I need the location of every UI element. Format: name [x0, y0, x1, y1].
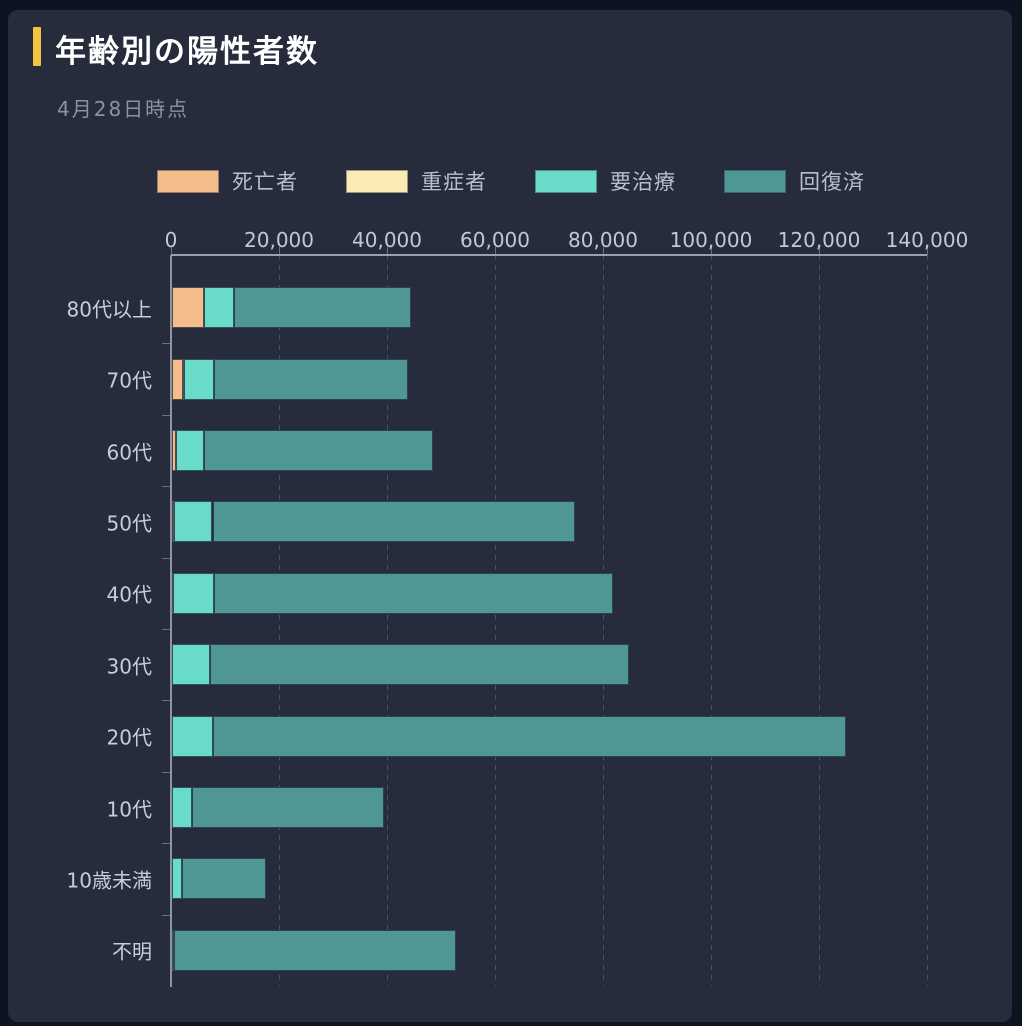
x-tick-label-80000: 80,000: [568, 228, 638, 252]
bar-segment-recovered-5: [209, 644, 629, 686]
bar-segment-recovered-1: [213, 358, 408, 400]
bar-segment-recovered-6: [213, 715, 847, 757]
legend-label-deaths: 死亡者: [232, 170, 298, 194]
x-axis-line: [171, 254, 927, 256]
chart-title: 年齢別の陽性者数: [55, 34, 319, 70]
gridline-120000: [819, 255, 820, 986]
legend-item-recovered: 回復済: [724, 166, 865, 196]
x-axis-tick-20000: [279, 247, 280, 255]
legend-item-treatment: 要治療: [535, 166, 676, 196]
legend-item-deaths: 死亡者: [157, 166, 298, 196]
gridline-100000: [711, 255, 712, 986]
title-accent-bar: [33, 27, 41, 66]
bar-segment-treatment-9: [172, 929, 175, 971]
x-axis-tick-120000: [819, 247, 820, 255]
x-tick-label-140000: 140,000: [885, 228, 969, 252]
category-label-2: 60代: [106, 440, 152, 464]
legend: 死亡者 重症者 要治療 回復済: [0, 166, 1022, 196]
category-label-4: 40代: [106, 582, 152, 607]
bar-segment-treatment-8: [172, 858, 182, 900]
legend-label-treatment: 要治療: [610, 170, 676, 194]
y-axis-tick-1: [162, 343, 170, 345]
gridline-20000: [279, 255, 280, 986]
bar-segment-treatment-6: [172, 715, 214, 757]
legend-label-severe: 重症者: [421, 170, 487, 194]
x-axis-tick-0: [171, 247, 172, 255]
bar-segment-recovered-7: [192, 787, 384, 828]
legend-swatch-severe: [346, 169, 408, 193]
y-axis-tick-9: [162, 914, 170, 916]
y-axis-tick-5: [162, 629, 170, 630]
gridline-140000: [927, 255, 928, 986]
bar-segment-deaths-2: [172, 430, 176, 471]
x-axis-tick-60000: [495, 247, 496, 255]
y-axis-tick-6: [162, 700, 170, 702]
chart-subtitle: 4月28日時点: [57, 97, 190, 121]
bar-segment-severe-3: [173, 501, 174, 543]
legend-item-severe: 重症者: [346, 166, 487, 196]
bar-segment-recovered-0: [234, 287, 412, 329]
legend-swatch-recovered: [724, 169, 786, 193]
x-axis-tick-100000: [711, 247, 712, 255]
x-axis-tick-80000: [603, 247, 604, 255]
bar-segment-treatment-5: [172, 644, 210, 686]
bar-segment-recovered-3: [212, 501, 575, 543]
x-tick-label-100000: 100,000: [669, 228, 753, 252]
bar-segment-recovered-4: [213, 572, 614, 614]
x-axis-tick-140000: [927, 247, 928, 255]
x-tick-label-120000: 120,000: [777, 228, 861, 252]
x-tick-label-20000: 20,000: [244, 228, 314, 252]
legend-label-recovered: 回復済: [799, 170, 865, 194]
category-label-0: 80代以上: [66, 297, 152, 322]
bar-segment-treatment-4: [172, 572, 214, 614]
bar-segment-recovered-9: [174, 929, 457, 971]
bar-segment-severe-1: [183, 358, 185, 400]
gridline-80000: [603, 255, 604, 986]
legend-swatch-treatment: [535, 169, 597, 193]
category-label-3: 50代: [106, 511, 152, 536]
category-label-8: 10歳未満: [66, 868, 152, 893]
gridline-60000: [495, 255, 496, 986]
bar-segment-deaths-0: [172, 287, 204, 329]
x-tick-label-60000: 60,000: [460, 228, 530, 252]
gridline-40000: [387, 255, 388, 986]
bar-segment-deaths-3: [172, 501, 174, 543]
bar-segment-recovered-8: [182, 858, 266, 900]
bar-segment-severe-0: [203, 287, 205, 329]
category-label-7: 10代: [106, 797, 152, 821]
y-axis-line: [170, 255, 172, 987]
y-axis-tick-7: [162, 771, 170, 773]
x-tick-label-0: 0: [164, 228, 178, 252]
y-axis-tick-4: [162, 557, 170, 559]
category-label-6: 20代: [106, 725, 152, 750]
bar-segment-treatment-0: [204, 287, 235, 329]
y-axis-tick-8: [162, 843, 170, 845]
legend-swatch-deaths: [157, 169, 219, 193]
x-axis-tick-40000: [387, 247, 388, 255]
bar-segment-treatment-1: [184, 358, 214, 400]
y-axis-tick-2: [162, 414, 170, 416]
category-label-9: 不明: [112, 939, 152, 964]
bar-segment-treatment-2: [176, 430, 205, 471]
category-label-1: 70代: [106, 368, 152, 393]
bar-segment-recovered-2: [204, 430, 434, 471]
bar-segment-treatment-3: [173, 501, 213, 543]
y-axis-tick-3: [162, 486, 170, 488]
bar-segment-deaths-1: [172, 358, 184, 400]
x-tick-label-40000: 40,000: [352, 228, 422, 252]
bar-segment-severe-2: [175, 430, 177, 471]
bar-segment-treatment-7: [172, 787, 192, 828]
category-label-5: 30代: [106, 654, 152, 679]
